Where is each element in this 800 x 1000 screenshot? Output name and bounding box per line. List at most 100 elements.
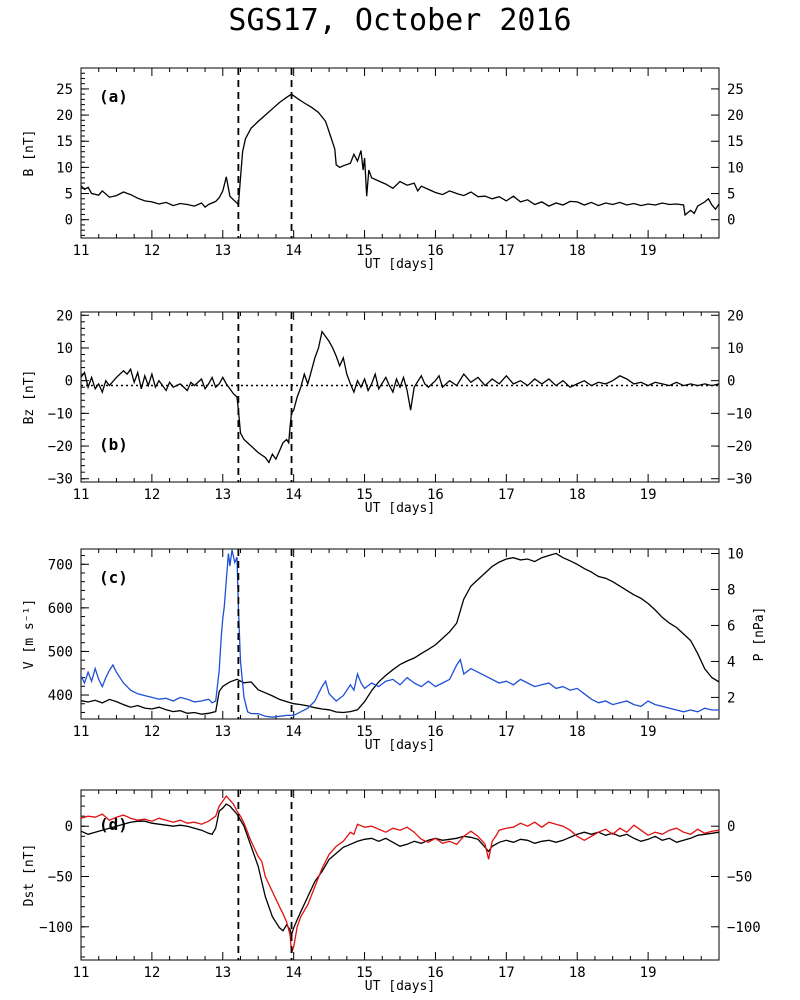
x-tick-label: 13 (214, 487, 231, 503)
right-y-tick-label: −30 (727, 472, 752, 488)
x-tick-label: 18 (569, 487, 586, 503)
x-tick-label: 16 (427, 724, 444, 740)
x-tick-label: 18 (569, 243, 586, 259)
x-tick-label: 14 (285, 243, 302, 259)
y-axis-left: 0 5 10 15 20 25 B [nT] (22, 67, 89, 236)
y-tick-label: 25 (56, 82, 73, 98)
y-axis-right: −100 −50 0 (711, 819, 761, 936)
panel-label: (b) (99, 435, 128, 454)
right-y-tick-label: 0 (727, 374, 735, 390)
y-tick-label: −50 (48, 870, 73, 886)
y-tick-label: −10 (48, 406, 73, 422)
plot-frame (80, 548, 720, 720)
y-tick-label: 600 (48, 601, 73, 617)
panel-a: 11 12 13 14 15 16 17 18 19 UT [days] 0 5 10 15 20 25 B [… (22, 67, 744, 272)
x-tick-label: 19 (640, 724, 657, 740)
y-tick-label: 700 (48, 557, 73, 573)
panel-label: (a) (99, 87, 128, 106)
x-tick-label: 13 (214, 724, 231, 740)
right-y-tick-label: 10 (727, 341, 744, 357)
series-line-black (81, 330, 719, 464)
y-tick-label: 400 (48, 688, 73, 704)
x-tick-label: 15 (356, 243, 373, 259)
y-axis-label: V [m s⁻¹] (22, 599, 37, 669)
x-tick-label: 17 (498, 487, 515, 503)
x-tick-label: 17 (498, 965, 515, 981)
y-axis-right: −30 −20 −10 0 10 20 (711, 308, 752, 488)
x-tick-label: 18 (569, 724, 586, 740)
y-tick-label: 0 (65, 819, 73, 835)
x-tick-label: 15 (356, 487, 373, 503)
right-y-tick-label: 4 (727, 654, 735, 670)
x-tick-label: 16 (427, 487, 444, 503)
x-tick-label: 17 (498, 243, 515, 259)
y-tick-label: 20 (56, 108, 73, 124)
right-y-tick-label: 10 (727, 546, 744, 562)
figure-title: SGS17, October 2016 (228, 3, 571, 38)
x-tick-label: 12 (143, 965, 160, 981)
right-y-tick-label: −100 (727, 920, 761, 936)
x-tick-label: 17 (498, 724, 515, 740)
x-tick-label: 16 (427, 965, 444, 981)
y-axis-label: Dst [nT] (22, 844, 37, 907)
right-y-tick-label: 20 (727, 108, 744, 124)
right-y-tick-label: 0 (727, 819, 735, 835)
y-axis-right: 0 5 10 15 20 25 (711, 82, 744, 229)
plot-frame (80, 67, 720, 239)
y-axis-left: −100 −50 0 Dst [nT] (22, 795, 89, 958)
right-y-tick-label: 8 (727, 582, 735, 598)
series-line-dst-predicted (81, 794, 719, 954)
y-tick-label: −30 (48, 472, 73, 488)
x-tick-label: 12 (143, 243, 160, 259)
x-axis: 11 12 13 14 15 16 17 18 19 UT [days] (73, 549, 720, 753)
x-tick-label: 18 (569, 965, 586, 981)
y-tick-label: 10 (56, 341, 73, 357)
y-tick-label: 500 (48, 644, 73, 660)
x-axis-label: UT [days] (365, 738, 435, 753)
x-tick-label: 19 (640, 965, 657, 981)
right-y-tick-label: −10 (727, 406, 752, 422)
x-tick-label: 11 (73, 243, 90, 259)
y-tick-label: 5 (65, 187, 73, 203)
panel-label: (d) (99, 815, 128, 834)
x-axis-label: UT [days] (365, 257, 435, 272)
y-axis-left: −30 −20 −10 0 10 20 Bz [nT] (22, 308, 89, 488)
y-tick-label: 10 (56, 160, 73, 176)
right-y-tick-label: 20 (727, 308, 744, 324)
series-line-black (81, 93, 719, 217)
right-y-tick-label: 2 (727, 690, 735, 706)
panel-b: 11 12 13 14 15 16 17 18 19 UT [days] −30 −20 −10 0 10 2… (22, 308, 752, 516)
x-tick-label: 14 (285, 487, 302, 503)
x-axis-label: UT [days] (365, 979, 435, 994)
x-tick-label: 14 (285, 965, 302, 981)
x-tick-label: 15 (356, 965, 373, 981)
y-tick-label: −100 (39, 920, 73, 936)
x-tick-label: 19 (640, 243, 657, 259)
x-tick-label: 12 (143, 487, 160, 503)
plot-frame (80, 311, 720, 483)
right-y-tick-label: 0 (727, 213, 735, 229)
x-tick-label: 11 (73, 487, 90, 503)
right-y-axis-label: P [nPa] (752, 607, 767, 662)
x-tick-label: 15 (356, 724, 373, 740)
right-y-tick-label: −50 (727, 870, 752, 886)
x-axis: 11 12 13 14 15 16 17 18 19 UT [days] (73, 312, 720, 516)
panel-label: (c) (99, 568, 128, 587)
right-y-tick-label: 5 (727, 187, 735, 203)
right-y-tick-label: 15 (727, 134, 744, 150)
x-tick-label: 16 (427, 243, 444, 259)
panel-c: 11 12 13 14 15 16 17 18 19 UT [days] 400 500 600 700 V… (22, 546, 767, 753)
y-axis-label: Bz [nT] (22, 370, 37, 425)
right-y-tick-label: 10 (727, 160, 744, 176)
y-axis-left: 400 500 600 700 V [m s⁻¹] (22, 555, 89, 713)
x-tick-label: 19 (640, 487, 657, 503)
right-y-tick-label: 25 (727, 82, 744, 98)
x-axis: 11 12 13 14 15 16 17 18 19 UT [days] (73, 68, 720, 272)
x-tick-label: 14 (285, 724, 302, 740)
x-tick-label: 12 (143, 724, 160, 740)
panel-d: 11 12 13 14 15 16 17 18 19 UT [days] −100 −50 0 Dst [… (22, 789, 761, 994)
series-line-v (81, 552, 719, 715)
y-axis-right: 2 4 6 8 10 P [nPa] (711, 546, 767, 706)
